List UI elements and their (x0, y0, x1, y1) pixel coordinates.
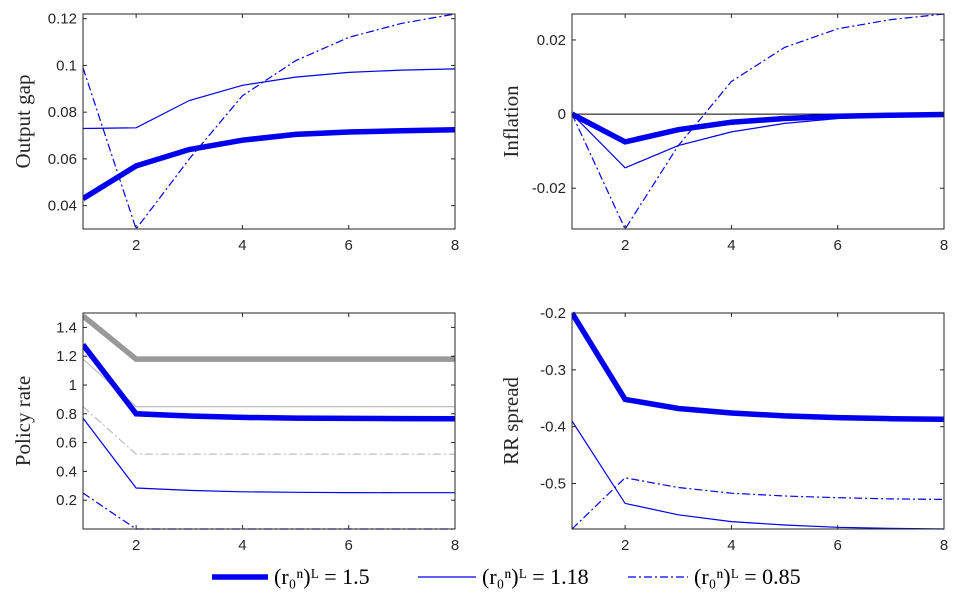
y-tick-label: 1 (69, 377, 77, 394)
y-tick-label: -0.02 (532, 180, 566, 197)
series-line-1 (83, 68, 455, 130)
legend-label-0: (r₀ⁿ)ᴸ = 1.5 (274, 564, 370, 589)
x-tick-label: 8 (451, 537, 459, 554)
axes-box (82, 312, 456, 530)
x-tick-label: 4 (727, 537, 735, 554)
x-tick-label: 6 (834, 537, 842, 554)
x-tick-label: 4 (238, 537, 246, 554)
series-line-0 (572, 311, 944, 423)
y-tick-label: 0.12 (48, 11, 77, 28)
legend-label-1: (r₀ⁿ)ᴸ = 1.18 (482, 564, 589, 589)
series-group (83, 13, 455, 231)
rr-spread-panel: 2 4 6 8 -0.5 -0.4 -0.3 -0.2 RR spread (499, 305, 948, 554)
x-tick-label: 8 (940, 537, 948, 554)
series-line-2 (83, 406, 455, 455)
y-tick-label: -0.5 (540, 476, 566, 493)
y-tick-label: 1.2 (56, 348, 77, 365)
x-tick-label: 6 (834, 237, 842, 254)
x-tick-label: 2 (621, 537, 629, 554)
series-group (572, 311, 944, 530)
policy-rate-panel: 2 4 6 8 0.2 0.4 0.6 0.8 1 1.2 1.4 Policy rate (11, 312, 459, 554)
y-tick-label: 0.04 (48, 198, 77, 215)
y-tick-label: 0.08 (48, 104, 77, 121)
axes-box (571, 13, 945, 230)
series-line-2 (572, 13, 944, 231)
x-tick-label: 2 (621, 237, 629, 254)
series-line-2 (83, 13, 455, 231)
series-line-1 (572, 113, 944, 169)
series-group (572, 13, 944, 231)
series-line-0 (83, 313, 455, 362)
y-axis-label: Policy rate (11, 376, 35, 466)
x-tick-label: 8 (451, 237, 459, 254)
series-line-3 (83, 343, 455, 422)
series-line-5 (83, 492, 455, 530)
x-tick-label: 6 (345, 237, 353, 254)
series-line-2 (572, 477, 944, 530)
y-tick-label: 1.4 (56, 319, 77, 336)
y-tick-label: 0.06 (48, 151, 77, 168)
x-tick-label: 4 (727, 237, 735, 254)
series-line-1 (572, 420, 944, 530)
y-tick-label: 0.4 (56, 463, 77, 480)
inflation-panel: 2 4 6 8 -0.02 0 0.02 Inflation (499, 13, 948, 254)
y-tick-label: 0.6 (56, 435, 77, 452)
series-group (83, 313, 455, 530)
y-tick-label: 0.2 (56, 492, 77, 509)
y-tick-label: 0.02 (537, 32, 566, 49)
series-line-0 (83, 126, 455, 201)
y-tick-label: -0.2 (540, 305, 566, 322)
y-tick-label: 0.8 (56, 406, 77, 423)
y-tick-label: -0.3 (540, 362, 566, 379)
legend: (r₀ⁿ)ᴸ = 1.5 (r₀ⁿ)ᴸ = 1.18 (r₀ⁿ)ᴸ = 0.85 (212, 564, 801, 589)
x-tick-label: 6 (345, 537, 353, 554)
axes-box (82, 13, 456, 230)
legend-label-2: (r₀ⁿ)ᴸ = 0.85 (694, 564, 801, 589)
x-tick-label: 2 (132, 237, 140, 254)
y-tick-label: 0 (558, 106, 566, 123)
series-line-4 (83, 417, 455, 494)
series-line-1 (83, 358, 455, 408)
axes-box (571, 312, 945, 530)
y-axis-label: Inflation (499, 85, 523, 158)
y-tick-label: -0.4 (540, 419, 566, 436)
x-tick-label: 4 (238, 237, 246, 254)
x-tick-label: 8 (940, 237, 948, 254)
output-gap-panel: 2 4 6 8 0.04 0.06 0.08 0.1 0.12 Output gap (11, 11, 459, 254)
series-line-0 (572, 111, 944, 145)
y-axis-label: Output gap (11, 75, 35, 169)
x-tick-label: 2 (132, 537, 140, 554)
y-axis-label: RR spread (499, 376, 523, 465)
y-tick-label: 0.1 (56, 57, 77, 74)
